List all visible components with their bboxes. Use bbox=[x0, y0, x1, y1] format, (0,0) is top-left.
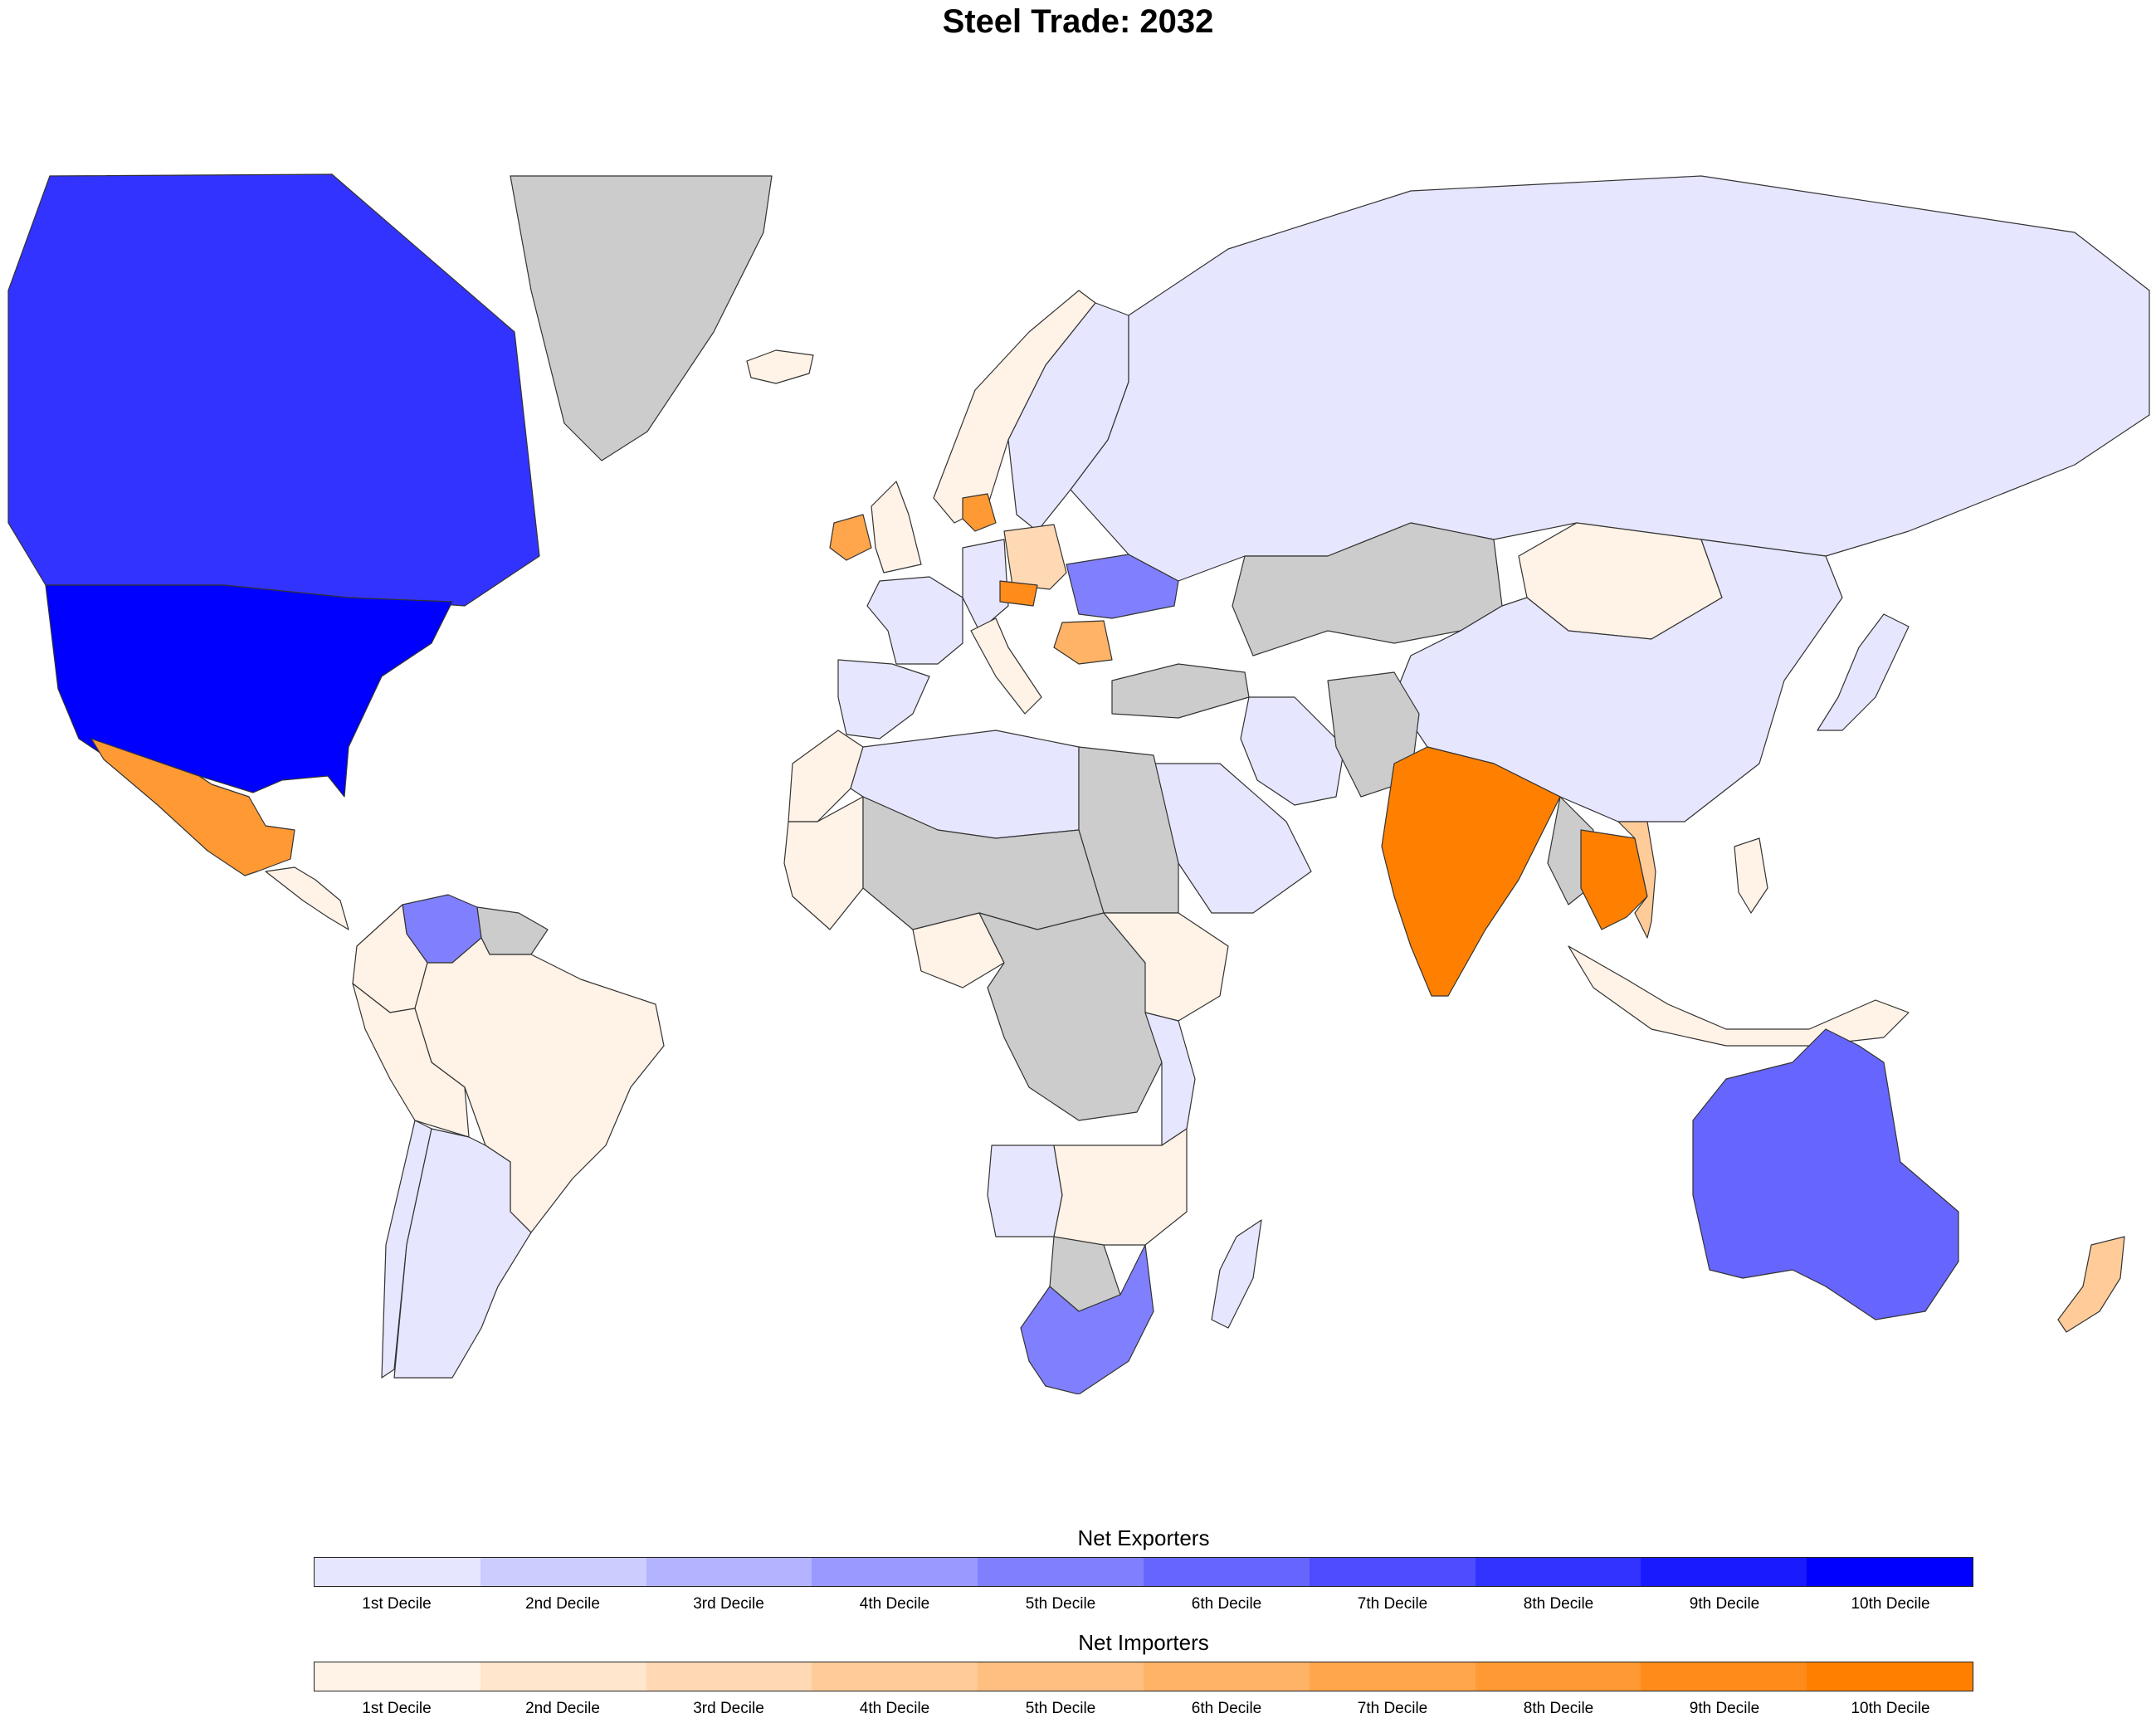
legend-importers-swatch bbox=[480, 1662, 646, 1691]
legend-exporters-label: 6th Decile bbox=[1191, 1595, 1262, 1613]
region-argentina bbox=[393, 1128, 532, 1379]
region-czechia bbox=[999, 580, 1038, 607]
legend-exporters-title: Net Exporters bbox=[1077, 1525, 1210, 1550]
legend-exporters-swatch bbox=[1807, 1558, 1973, 1586]
region-saudi-arabia bbox=[1153, 763, 1312, 914]
legend-exporters-label: 2nd Decile bbox=[525, 1595, 600, 1613]
legend-exporters-swatch bbox=[978, 1558, 1144, 1586]
region-united-states bbox=[45, 584, 453, 798]
legend-importers-swatch bbox=[812, 1662, 978, 1691]
legend-importers-swatch bbox=[1309, 1662, 1476, 1691]
legend-exporters-label: 8th Decile bbox=[1523, 1595, 1594, 1613]
legend-importers-label: 8th Decile bbox=[1523, 1700, 1594, 1717]
legend-exporters-colorbar bbox=[314, 1557, 1973, 1587]
region-ireland bbox=[829, 514, 872, 561]
legend-exporters-swatch bbox=[1475, 1558, 1641, 1586]
legend-exporters-swatch bbox=[1143, 1558, 1310, 1586]
legend-exporters-label: 9th Decile bbox=[1689, 1595, 1760, 1613]
region-turkey bbox=[1111, 663, 1250, 719]
legend-importers-swatch bbox=[978, 1662, 1144, 1691]
legend-importers-label: 2nd Decile bbox=[525, 1700, 600, 1717]
region-iran bbox=[1240, 696, 1345, 806]
legend-importers-labels: 1st Decile 2nd Decile 3rd Decile 4th Decile… bbox=[314, 1700, 1973, 1718]
world-map bbox=[7, 173, 2150, 1394]
region-indonesia bbox=[1568, 945, 1910, 1047]
region-angola bbox=[987, 1145, 1063, 1237]
legend-importers-swatch bbox=[1143, 1662, 1310, 1691]
region-japan bbox=[1817, 613, 1910, 731]
legend-importers-label: 10th Decile bbox=[1851, 1700, 1930, 1717]
legend-importers-label: 9th Decile bbox=[1689, 1700, 1760, 1717]
legend-exporters-label: 1st Decile bbox=[362, 1595, 432, 1613]
region-madagascar bbox=[1211, 1219, 1262, 1329]
legend-importers-swatch bbox=[646, 1662, 812, 1691]
legend-exporters-label: 10th Decile bbox=[1851, 1595, 1930, 1613]
region-guianas bbox=[476, 906, 549, 955]
region-france bbox=[866, 576, 963, 665]
region-southern-africa bbox=[1053, 1128, 1188, 1279]
legend-exporters-swatch bbox=[315, 1558, 480, 1586]
region-mexico bbox=[90, 738, 295, 876]
legend-importers-label: 7th Decile bbox=[1357, 1700, 1428, 1717]
region-poland bbox=[1003, 524, 1067, 590]
region-canada bbox=[7, 173, 540, 607]
region-nigeria bbox=[912, 912, 1005, 988]
region-australia bbox=[1692, 1028, 1959, 1320]
legend-importers-label: 5th Decile bbox=[1025, 1700, 1096, 1717]
region-west-africa bbox=[783, 796, 864, 930]
legend-exporters-swatch bbox=[1309, 1558, 1476, 1586]
legend-importers-label: 1st Decile bbox=[362, 1700, 432, 1717]
legend-exporters-swatch bbox=[1641, 1558, 1807, 1586]
region-central-america bbox=[265, 866, 349, 930]
legend-importers-swatch bbox=[1807, 1662, 1973, 1691]
region-peru bbox=[352, 983, 470, 1138]
region-germany bbox=[962, 539, 1009, 632]
region-central-africa bbox=[978, 912, 1163, 1121]
legend-exporters-label: 5th Decile bbox=[1025, 1595, 1096, 1613]
region-philippines bbox=[1734, 837, 1768, 914]
region-italy bbox=[970, 617, 1042, 715]
legend-exporters-label: 4th Decile bbox=[859, 1595, 930, 1613]
legend-exporters-label: 3rd Decile bbox=[693, 1595, 764, 1613]
legend-importers-title: Net Importers bbox=[1078, 1630, 1209, 1655]
region-new-zealand bbox=[2057, 1236, 2125, 1333]
legend-importers-label: 3rd Decile bbox=[693, 1700, 764, 1717]
legend-importers-label: 6th Decile bbox=[1191, 1700, 1262, 1717]
legend-exporters-swatch bbox=[646, 1558, 812, 1586]
legend-exporters-labels: 1st Decile 2nd Decile 3rd Decile 4th Decile… bbox=[314, 1595, 1973, 1613]
region-iberia bbox=[837, 659, 930, 739]
chart-title: Steel Trade: 2032 bbox=[942, 3, 1214, 40]
legend-importers-colorbar bbox=[314, 1662, 1973, 1691]
region-india bbox=[1381, 746, 1561, 997]
region-denmark bbox=[962, 493, 997, 532]
legend-importers-swatch bbox=[1641, 1662, 1807, 1691]
legend-exporters-swatch bbox=[812, 1558, 978, 1586]
legend-importers-swatch bbox=[1475, 1662, 1641, 1691]
region-balkans bbox=[1053, 620, 1113, 665]
region-iceland bbox=[746, 349, 814, 384]
region-united-kingdom bbox=[871, 481, 922, 574]
region-greenland bbox=[510, 175, 773, 461]
legend-importers-label: 4th Decile bbox=[859, 1700, 930, 1717]
legend-exporters-label: 7th Decile bbox=[1357, 1595, 1428, 1613]
legend-exporters-swatch bbox=[480, 1558, 646, 1586]
region-south-africa bbox=[1020, 1244, 1154, 1394]
region-ethiopia bbox=[1103, 912, 1229, 1022]
legend-importers-swatch bbox=[315, 1662, 480, 1691]
region-vietnam bbox=[1617, 821, 1656, 939]
region-russia bbox=[1070, 175, 2150, 582]
